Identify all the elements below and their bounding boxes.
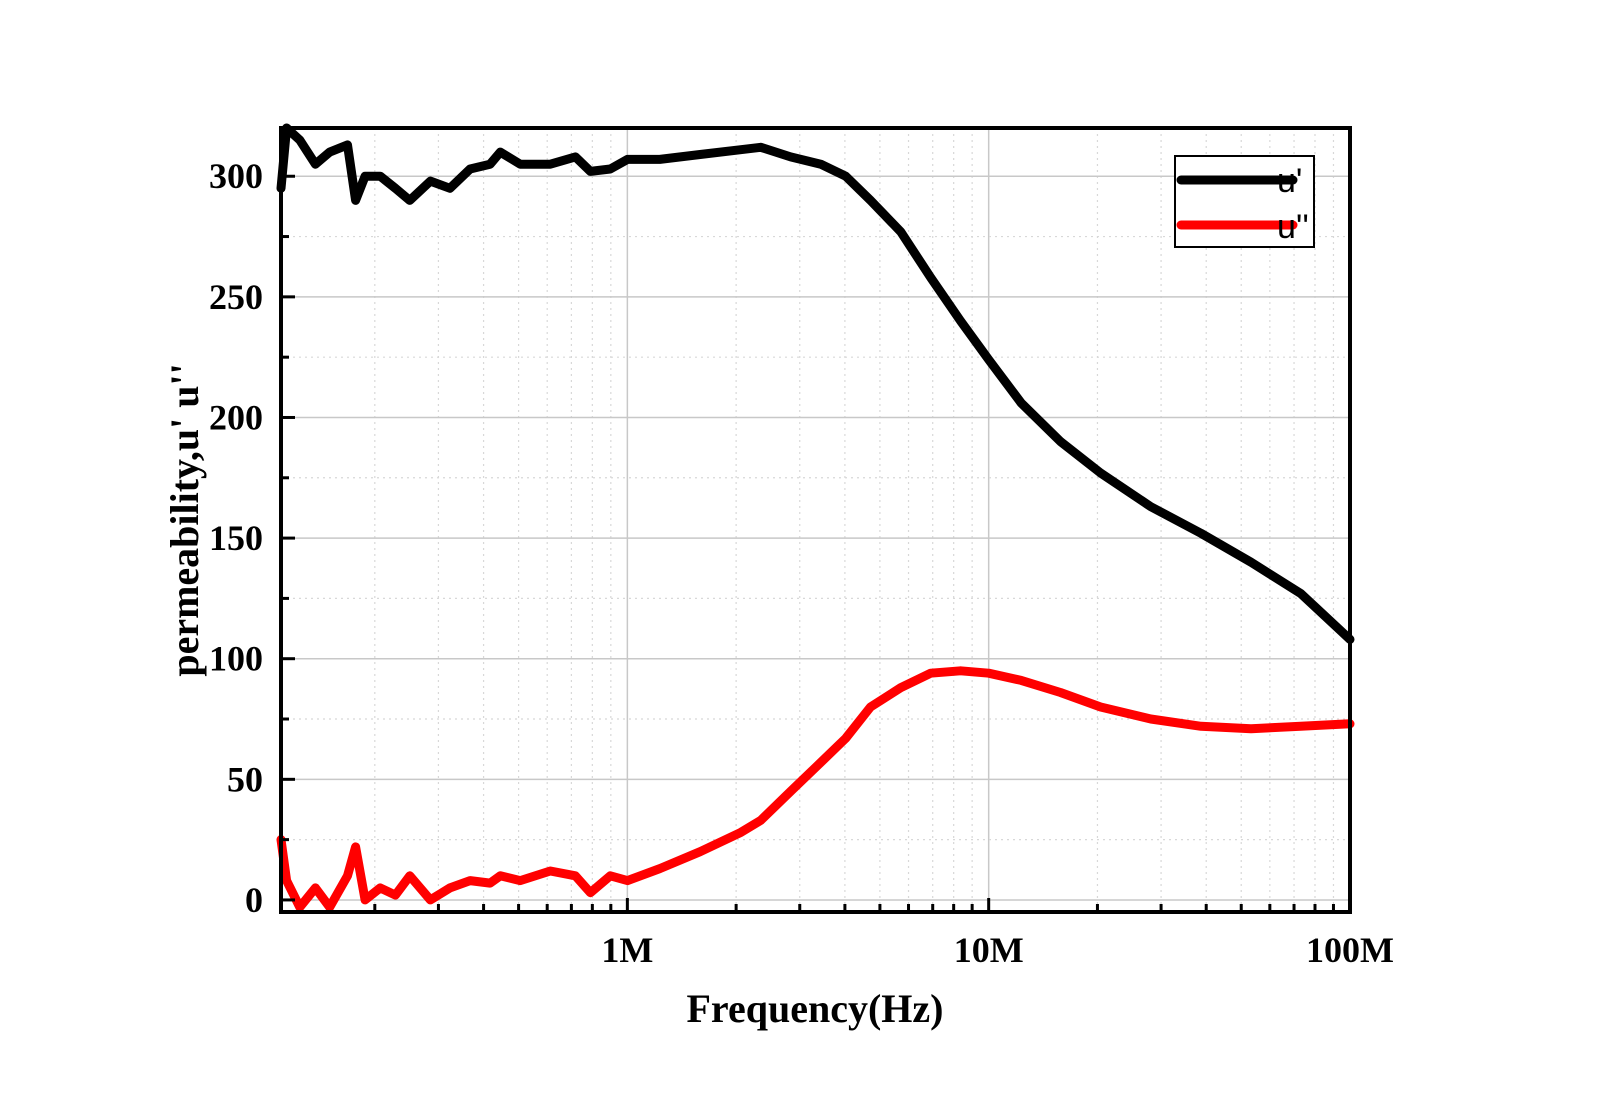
- legend-label-u-double-prime: u'': [1277, 208, 1309, 246]
- plot-frame: [279, 126, 1352, 914]
- y-tick-label: 0: [245, 880, 263, 920]
- y-tick-label: 50: [227, 759, 263, 799]
- y-tick-label: 100: [209, 639, 263, 679]
- x-tick-label: 100M: [1306, 930, 1394, 970]
- series-line-u-double-prime: [276, 666, 1355, 912]
- series-line-u-prime: [276, 123, 1355, 644]
- y-tick-label: 150: [209, 518, 263, 558]
- x-tick-label: 1M: [601, 930, 653, 970]
- y-axis-label: permeability,u' u'': [162, 363, 207, 676]
- x-tick-label: 10M: [954, 930, 1024, 970]
- legend-label-u-prime: u': [1277, 162, 1302, 200]
- ticks: 1M 10M 100M 0 50 100 150 200 250 300: [209, 156, 1394, 970]
- legend: u' u'': [1174, 155, 1315, 248]
- y-tick-label: 200: [209, 397, 263, 437]
- y-tick-label: 250: [209, 277, 263, 317]
- series-layer: [276, 123, 1355, 912]
- x-axis-label: Frequency(Hz): [687, 986, 944, 1031]
- legend-box: [1174, 155, 1315, 248]
- y-tick-label: 300: [209, 156, 263, 196]
